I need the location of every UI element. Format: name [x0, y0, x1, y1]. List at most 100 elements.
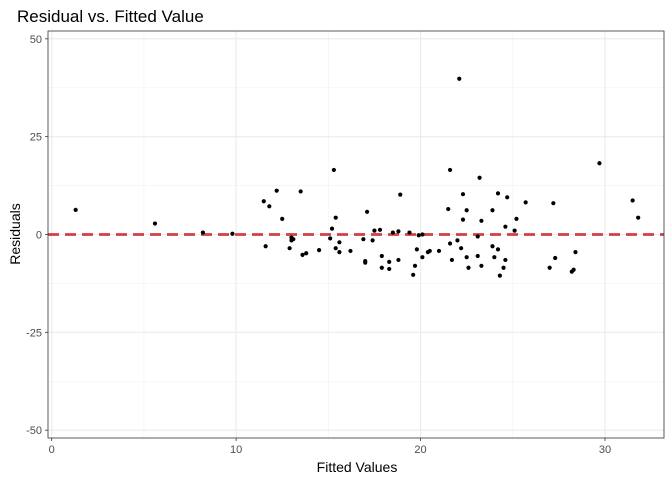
data-point — [337, 250, 342, 255]
data-point — [466, 265, 471, 270]
data-point — [73, 207, 78, 212]
data-point — [331, 167, 336, 173]
data-point — [479, 218, 484, 223]
data-point — [420, 255, 425, 260]
x-tick-label: 0 — [49, 444, 55, 456]
data-point — [490, 244, 495, 249]
data-point — [475, 234, 480, 239]
data-point — [291, 237, 296, 242]
data-point — [416, 233, 421, 238]
data-point — [261, 199, 266, 204]
x-axis: 0 10 20 30 — [49, 438, 611, 456]
data-point — [459, 246, 464, 251]
data-point — [379, 265, 384, 270]
data-point — [464, 255, 469, 260]
data-point — [298, 189, 303, 194]
data-point — [427, 248, 432, 254]
y-tick-label: 50 — [30, 34, 42, 46]
data-point — [490, 208, 495, 213]
data-point — [396, 257, 401, 263]
data-point — [464, 208, 469, 213]
data-point — [547, 265, 552, 270]
data-point — [390, 230, 395, 235]
data-point — [447, 167, 453, 173]
data-point — [497, 273, 502, 278]
data-point — [573, 250, 578, 255]
plot-panel — [47, 30, 665, 439]
data-point — [280, 216, 285, 221]
data-point — [396, 229, 401, 234]
data-point — [230, 231, 235, 236]
data-point — [387, 266, 392, 272]
data-point — [446, 206, 451, 212]
data-point — [361, 237, 366, 242]
data-point — [333, 215, 338, 220]
x-tick-label: 10 — [230, 444, 242, 456]
data-point — [501, 265, 506, 270]
data-point — [333, 246, 338, 251]
data-point — [460, 217, 466, 222]
y-tick-label: 0 — [36, 230, 42, 242]
y-tick-label: 25 — [30, 132, 42, 144]
data-point — [512, 228, 517, 233]
y-axis: -50 -25 0 25 50 — [26, 34, 48, 437]
data-point — [571, 267, 576, 272]
data-point — [475, 253, 480, 259]
data-point — [455, 238, 460, 243]
data-point — [152, 221, 158, 226]
data-point — [387, 259, 392, 264]
data-point — [477, 175, 482, 180]
data-point — [407, 230, 412, 235]
data-point — [263, 244, 268, 249]
data-point — [300, 252, 305, 257]
data-point — [630, 198, 635, 203]
data-point — [495, 247, 501, 252]
data-point — [479, 263, 484, 268]
data-point — [636, 215, 641, 220]
data-point — [370, 238, 375, 243]
data-point — [267, 204, 272, 209]
y-tick-label: -50 — [26, 425, 42, 437]
x-tick-label: 20 — [414, 444, 426, 456]
data-point — [492, 255, 497, 260]
data-point — [420, 232, 425, 237]
data-point — [363, 260, 368, 265]
data-point — [457, 76, 462, 81]
data-point — [597, 161, 602, 166]
data-point — [364, 209, 370, 214]
x-tick-label: 30 — [599, 444, 611, 456]
data-point — [274, 188, 279, 193]
data-point — [449, 257, 455, 263]
data-point — [372, 228, 377, 233]
data-point — [411, 272, 416, 277]
chart-title: Residual vs. Fitted Value — [17, 7, 204, 26]
data-point — [287, 246, 292, 251]
data-point — [551, 201, 556, 206]
data-point — [348, 248, 353, 254]
data-point — [436, 248, 442, 254]
data-point — [505, 195, 510, 200]
data-point — [553, 255, 558, 261]
data-point — [412, 263, 418, 268]
data-point — [447, 241, 453, 246]
data-point — [304, 251, 309, 256]
x-axis-title: Fitted Values — [317, 459, 398, 475]
data-point — [200, 230, 206, 235]
y-tick-label: -25 — [26, 327, 42, 339]
data-point — [514, 216, 519, 221]
data-point — [377, 227, 383, 232]
data-point — [337, 240, 342, 245]
data-point — [495, 191, 501, 196]
data-point — [329, 226, 335, 231]
data-point — [460, 192, 466, 197]
data-point — [503, 224, 508, 229]
data-point — [523, 200, 528, 205]
y-axis-title: Residuals — [7, 203, 23, 264]
data-point — [398, 192, 403, 197]
data-point — [414, 247, 419, 252]
data-point — [328, 236, 333, 241]
data-point — [317, 248, 322, 253]
data-point — [503, 257, 508, 263]
data-point — [379, 253, 384, 259]
